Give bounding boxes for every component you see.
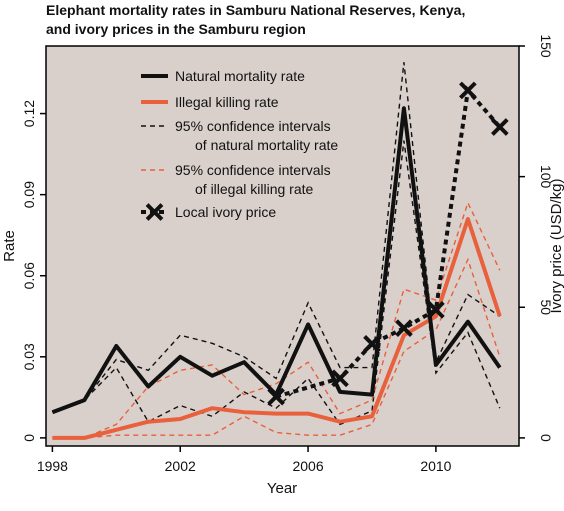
chart-marks <box>51 62 509 440</box>
legend-label-illegal-killing-rate-0: Illegal killing rate <box>175 94 279 110</box>
y-tick-label-0.03: 0.03 <box>21 343 37 370</box>
y2-tick-label-50: 50 <box>538 299 554 315</box>
y-tick-label-0.09: 0.09 <box>21 181 37 208</box>
series-line-illegal-ci-upper <box>52 200 501 439</box>
y2-axis-title: Ivory price (USD/kg) <box>548 178 564 313</box>
plot-area <box>45 45 520 447</box>
legend-item-natural-mortality-rate: Natural mortality rate <box>141 68 305 84</box>
ivory-price-marker-2007 <box>331 369 349 388</box>
x-tick-label-1998: 1998 <box>37 458 68 474</box>
x-tick-label-2002: 2002 <box>165 458 196 474</box>
ivory-price-marker-2012 <box>490 118 509 136</box>
y2-tick-label-0: 0 <box>538 434 554 442</box>
legend-swatch-marker <box>145 203 164 221</box>
legend-item-95-confidence-intervals: 95% confidence intervals of natural morta… <box>141 118 338 153</box>
y2-tick-label-100: 100 <box>538 165 554 189</box>
legend-item-95-confidence-intervals: 95% confidence intervals of illegal killi… <box>141 162 331 197</box>
legend-label-natural-mortality-rate-0: Natural mortality rate <box>175 68 305 84</box>
chart-legend: Natural mortality rate Illegal killing ra… <box>141 68 338 221</box>
legend-label-95-confidence-intervals-0: 95% confidence intervals <box>175 162 331 178</box>
legend-label-95-confidence-intervals-1: of natural mortality rate <box>195 137 338 153</box>
legend-item-local-ivory-price: Local ivory price <box>141 203 276 221</box>
legend-item-illegal-killing-rate: Illegal killing rate <box>141 94 279 110</box>
y-tick-label-0: 0 <box>21 434 37 442</box>
series-line-natural-ci-upper <box>52 62 501 413</box>
legend-label-95-confidence-intervals-1: of illegal killing rate <box>195 181 313 197</box>
chart-axes: 1998 2002 2006 2010 0 0.03 0.06 0.09 0.12 0 50 100 1… <box>21 34 554 474</box>
series-line-illegal-killing-rate <box>52 217 502 440</box>
ivory-price-marker-2010 <box>427 301 445 319</box>
ivory-price-marker-2008 <box>363 335 381 353</box>
x-tick-label-2010: 2010 <box>420 458 451 474</box>
y-axis-title: Rate <box>1 230 18 262</box>
x-tick-label-2006: 2006 <box>292 458 323 474</box>
ivory-price-marker-2011 <box>459 81 477 100</box>
series-line-illegal-ci-lower <box>52 257 501 439</box>
chart-title-line-2: and ivory prices in the Samburu region <box>46 21 306 37</box>
y2-tick-label-150: 150 <box>538 34 554 58</box>
y-tick-label-0.06: 0.06 <box>21 262 37 289</box>
legend-label-95-confidence-intervals-0: 95% confidence intervals <box>175 118 331 134</box>
legend-label-local-ivory-price-0: Local ivory price <box>175 204 276 220</box>
series-line-natural-ci-lower <box>52 140 501 426</box>
y-tick-label-0.12: 0.12 <box>21 100 37 127</box>
ivory-price-marker-2005 <box>267 387 285 406</box>
chart-title-line-1: Elephant mortality rates in Samburu Nati… <box>46 2 465 18</box>
x-axis-title: Year <box>267 480 297 497</box>
ivory-price-marker-2009 <box>395 319 413 337</box>
